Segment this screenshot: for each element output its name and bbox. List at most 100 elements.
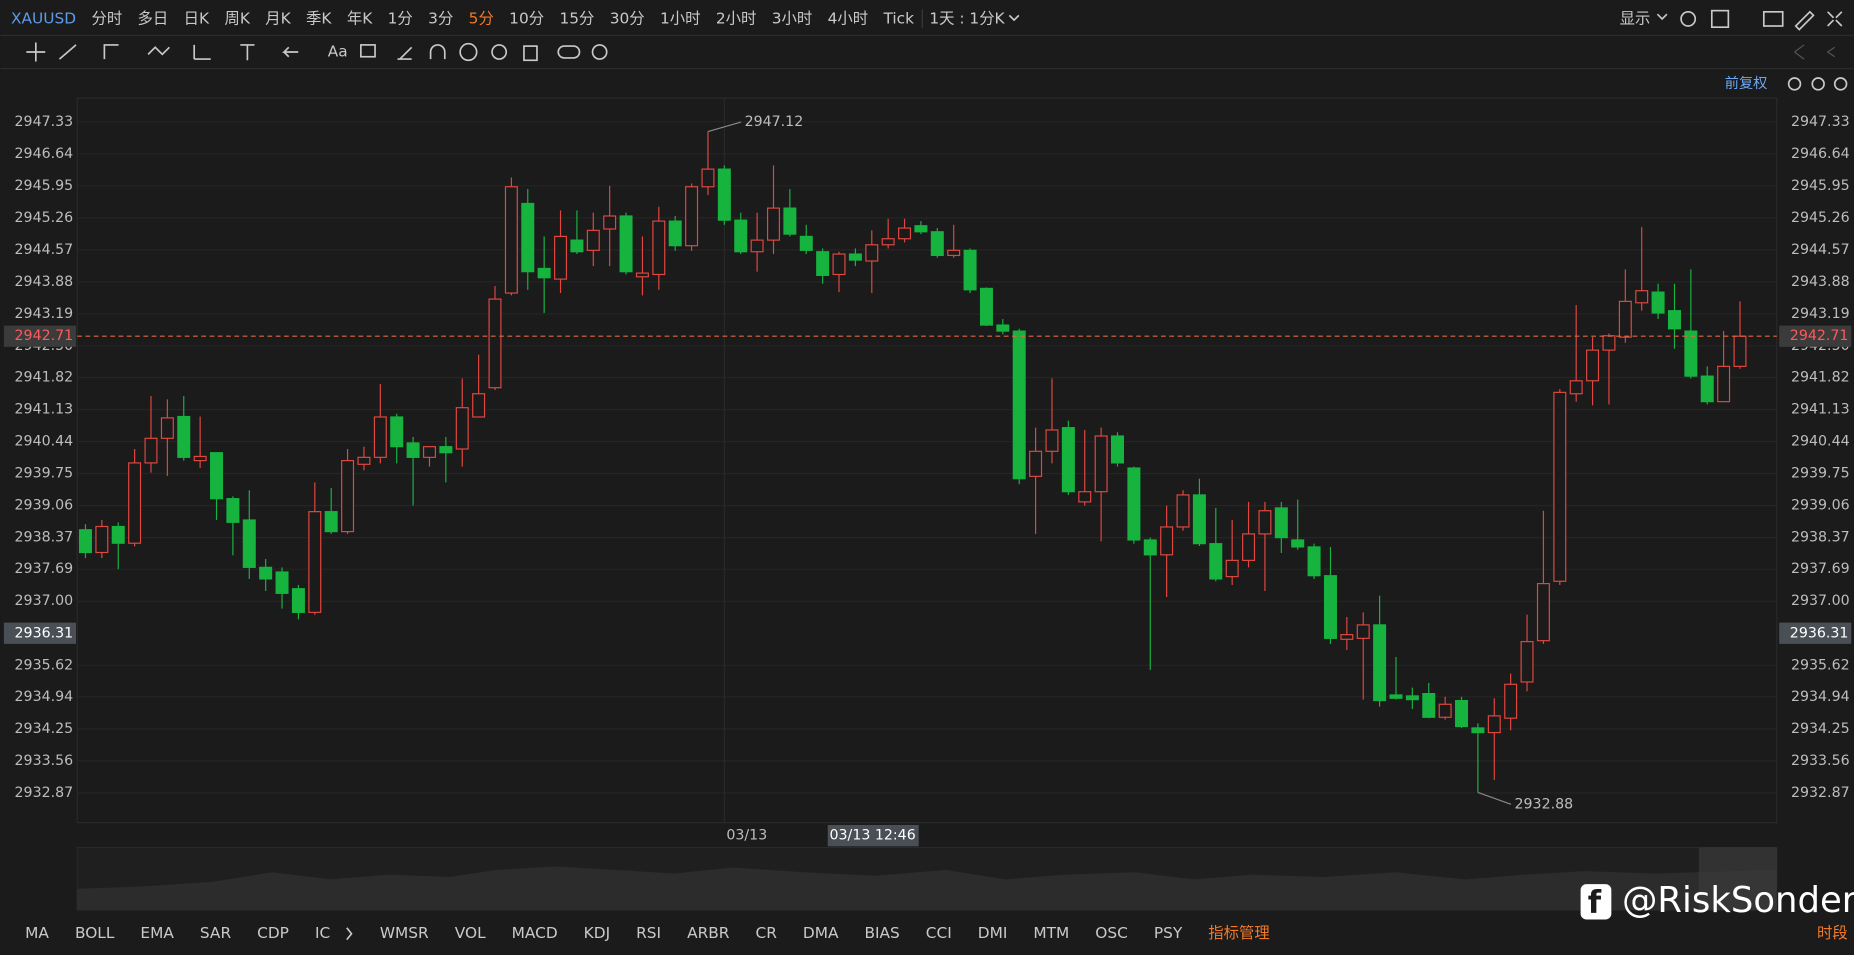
lock-tool[interactable]	[459, 42, 478, 62]
adjust-mode[interactable]: 前复权	[1725, 75, 1768, 92]
indicator-tab[interactable]: KDJ	[584, 924, 610, 942]
candle-body	[78, 529, 92, 554]
indicator-tab[interactable]: DMA	[803, 924, 839, 942]
tool-settings[interactable]	[591, 44, 608, 60]
link-tool[interactable]	[557, 45, 581, 59]
indicator-tab[interactable]: WMSR	[380, 924, 429, 942]
indicator-tab[interactable]: MACD	[512, 924, 558, 942]
indicator-tab[interactable]: IC	[315, 924, 330, 942]
indicator-tab[interactable]: MA	[25, 924, 49, 942]
indicator-tab[interactable]: PSY	[1154, 924, 1183, 942]
candle-body	[979, 287, 993, 326]
y-tick-label: 2938.37	[15, 530, 74, 546]
facebook-logo	[1580, 884, 1612, 920]
period-option[interactable]: 分时	[91, 9, 122, 27]
channel-tool[interactable]	[103, 44, 119, 60]
fullscreen-icon[interactable]	[1827, 11, 1843, 27]
period-option[interactable]: 2小时	[716, 9, 757, 27]
period-option[interactable]: 日K	[184, 9, 210, 27]
period-option[interactable]: 3小时	[772, 9, 813, 27]
indicator-tab[interactable]: ARBR	[687, 924, 730, 942]
period-option[interactable]: 30分	[610, 9, 645, 27]
last-price-box	[3, 325, 77, 347]
period-option[interactable]: 季K	[306, 9, 332, 27]
period-tab[interactable]: 时段	[1817, 924, 1848, 942]
undo-redo[interactable]	[1794, 44, 1836, 60]
indicator-tab[interactable]: VOL	[455, 924, 486, 942]
magnet-tool[interactable]	[429, 44, 446, 60]
y-tick-label: 2941.13	[1791, 402, 1850, 418]
y-tick-label: 2937.69	[15, 561, 74, 577]
indicator-tabs: MA BOLL EMA SAR CDP IC WMSR VOL MACD KDJ RSI ARBR CR…	[25, 924, 1848, 942]
indicator-tab[interactable]: RSI	[636, 924, 661, 942]
candle-body	[1143, 539, 1157, 556]
period-option[interactable]: 10分	[509, 9, 544, 27]
layout-icon[interactable]	[1710, 9, 1730, 29]
zoom-in[interactable]	[1833, 77, 1848, 91]
candle-body	[521, 202, 535, 273]
measure-tool[interactable]	[240, 44, 255, 61]
indicator-tab[interactable]: CR	[755, 924, 777, 942]
reset-icon[interactable]	[1787, 77, 1802, 91]
hide-tool[interactable]	[491, 44, 508, 60]
ruler-tool[interactable]	[397, 46, 413, 60]
period-option[interactable]: 多日	[138, 9, 169, 27]
wave-tool[interactable]	[147, 46, 170, 56]
range-select[interactable]: 1天 : 1分K	[929, 9, 1005, 27]
indicator-tab[interactable]: EMA	[140, 924, 174, 942]
fib-tool[interactable]	[193, 44, 211, 60]
y-tick-label: 2940.44	[1791, 434, 1850, 450]
settings-icon[interactable]	[1680, 10, 1697, 27]
indicator-tab[interactable]: DMI	[978, 924, 1008, 942]
indicator-manage[interactable]: 指标管理	[1208, 924, 1269, 942]
candle-body	[259, 566, 273, 580]
period-option[interactable]: 年K	[347, 9, 373, 27]
camera-icon[interactable]	[1762, 10, 1784, 27]
candle-body	[1684, 330, 1698, 377]
display-menu[interactable]: 显示	[1620, 9, 1651, 27]
period-bar: XAUUSD 分时 多日 日K 周K 月K 季K 年K 1分 3分 5分 10分 15分 30分 1小时 2…	[11, 9, 1020, 29]
y-tick-label: 2939.75	[15, 466, 74, 482]
period-option[interactable]: 3分	[428, 9, 453, 27]
candle-body	[930, 231, 944, 257]
period-option[interactable]: 1分	[388, 9, 413, 27]
watermark-text: @RiskSonder	[1622, 880, 1854, 921]
indicator-tab[interactable]: SAR	[200, 924, 232, 942]
zoom-out[interactable]	[1811, 77, 1825, 91]
plot-frame	[76, 97, 1778, 824]
arrow-tool[interactable]	[282, 46, 299, 58]
candle-body	[832, 253, 846, 276]
y-tick-label: 2935.62	[15, 657, 74, 673]
indicator-tab[interactable]: BOLL	[75, 924, 115, 942]
candle-body	[701, 168, 715, 188]
zoom-controls	[1787, 77, 1848, 91]
pen-icon[interactable]	[1794, 10, 1815, 31]
y-tick-label: 2947.33	[1791, 114, 1850, 130]
delete-tool[interactable]	[523, 45, 538, 62]
move-tool[interactable]	[26, 42, 46, 62]
symbol[interactable]: XAUUSD	[11, 9, 76, 27]
candle-body	[1700, 375, 1714, 403]
period-option[interactable]: 周K	[224, 9, 250, 27]
period-option[interactable]: 4小时	[828, 9, 869, 27]
navigator-window[interactable]	[1698, 847, 1777, 911]
indicator-tab[interactable]: CDP	[257, 924, 289, 942]
period-option[interactable]: 15分	[559, 9, 594, 27]
period-option[interactable]: 月K	[265, 9, 291, 27]
indicator-tab[interactable]: MTM	[1033, 924, 1069, 942]
indicator-tab[interactable]: OSC	[1095, 924, 1128, 942]
line-tool[interactable]	[58, 44, 77, 60]
tab-scroll[interactable]	[346, 927, 353, 941]
y-tick-label: 2939.06	[15, 498, 74, 514]
period-option[interactable]: Tick	[882, 9, 914, 27]
period-option[interactable]: 5分	[469, 9, 494, 27]
text-tool[interactable]: Aa	[328, 43, 348, 61]
indicator-tab[interactable]: CCI	[926, 924, 952, 942]
note-tool[interactable]	[360, 44, 376, 58]
candle-body	[1340, 634, 1354, 640]
last-price-box	[1779, 325, 1852, 347]
period-option[interactable]: 1小时	[660, 9, 701, 27]
indicator-tab[interactable]: BIAS	[864, 924, 899, 942]
candle-body	[1160, 526, 1174, 556]
